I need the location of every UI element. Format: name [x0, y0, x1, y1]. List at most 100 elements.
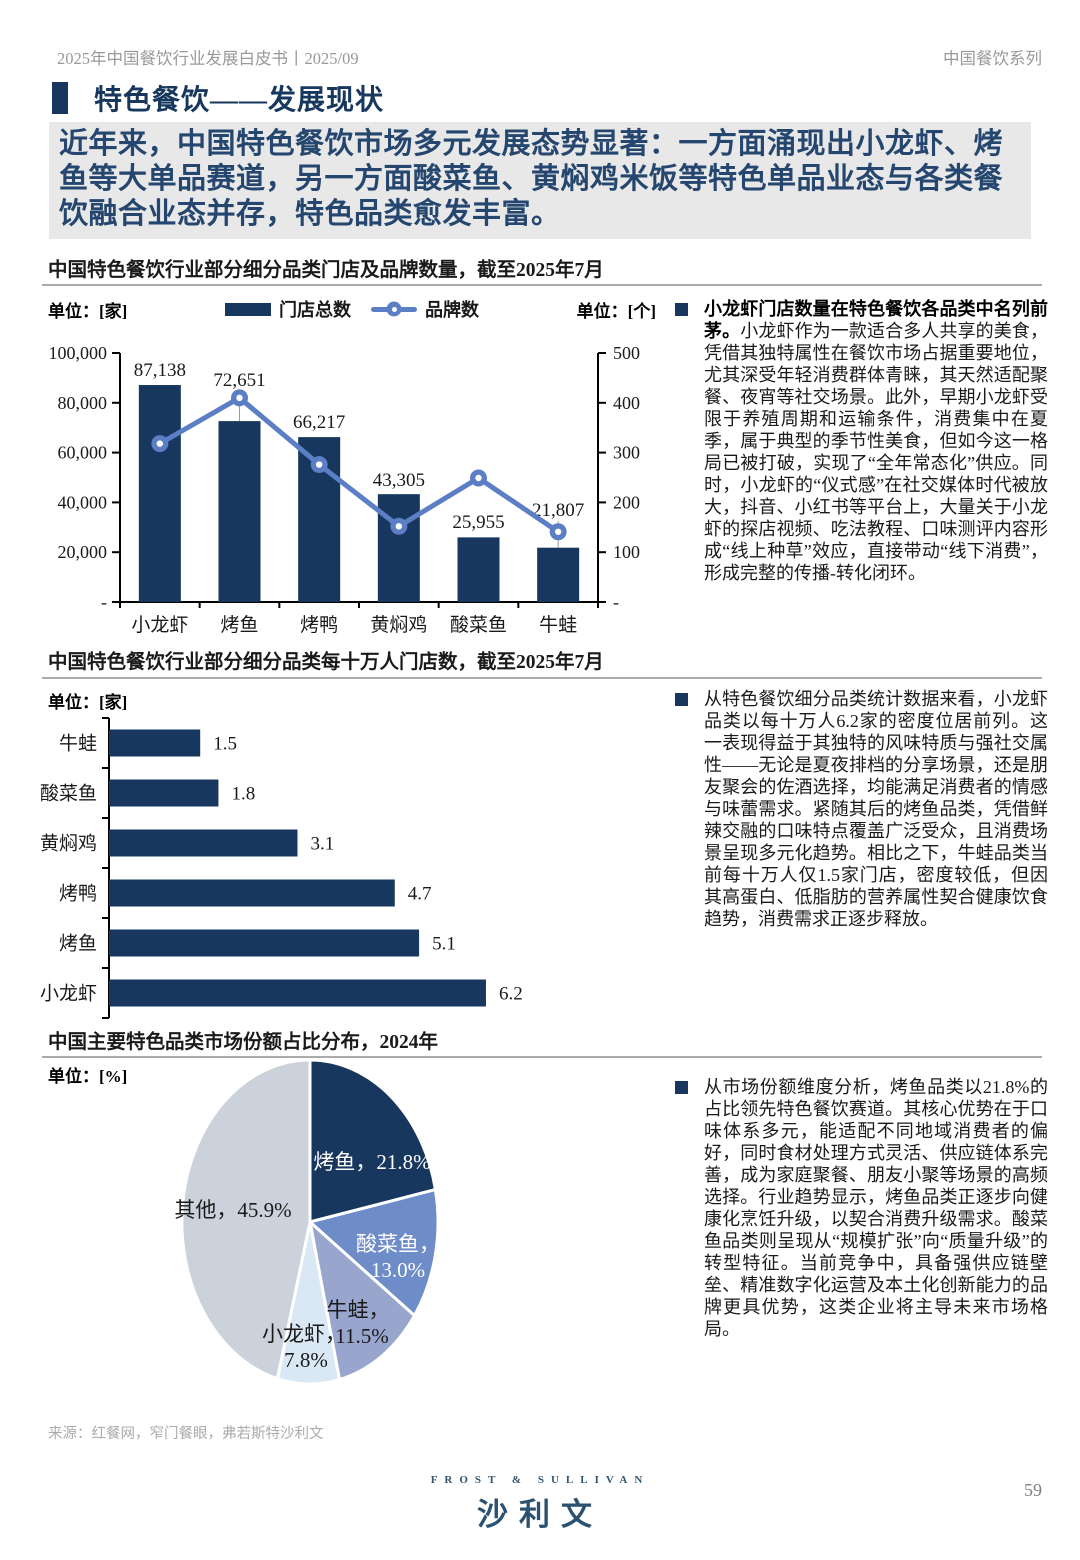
section-title-row: 特色餐饮——发展现状: [52, 78, 384, 118]
hbar-酸菜鱼: [109, 779, 219, 807]
chart1-title: 中国特色餐饮行业部分细分品类门店及品牌数量，截至2025年7月: [48, 260, 604, 281]
chart1-legend: 门店总数 品牌数: [225, 296, 479, 322]
pie-slice-烤鱼: [308, 1058, 437, 1224]
bar-value-label: 3.1: [310, 834, 334, 855]
logo-cn-text: 沙利文: [477, 1497, 603, 1532]
logo-en-text: FROST & SULLIVAN: [430, 1474, 650, 1486]
category-label: 烤鱼: [220, 614, 258, 636]
category-label: 牛蛙: [539, 614, 577, 636]
legend-line-label: 品牌数: [425, 300, 479, 320]
bullet-text: 小龙虾门店数量在特色餐饮各品类中名列前茅。小龙虾作为一款适合多人共享的美食，凭借…: [704, 298, 1048, 584]
bar-value-label: 1.5: [213, 734, 237, 755]
source-note: 来源：红餐网，窄门餐眼，弗若斯特沙利文: [48, 1426, 324, 1442]
chart3-unit: 单位：[%]: [48, 1067, 128, 1086]
left-axis-tick: -: [101, 592, 107, 612]
category-label: 烤鸭: [300, 614, 338, 636]
bullet-body: 小龙虾作为一款适合多人共享的美食，凭借其独特属性在餐饮市场占据重要地位，尤其深受…: [704, 321, 1049, 583]
bullet-item: 小龙虾门店数量在特色餐饮各品类中名列前茅。小龙虾作为一款适合多人共享的美食，凭借…: [675, 298, 1048, 584]
bullet-square-icon: [675, 693, 688, 706]
legend-line-swatch-icon: [371, 301, 417, 317]
left-axis-tick: 40,000: [58, 492, 108, 512]
hbar-烤鸭: [109, 879, 395, 907]
pie-label: 其他，45.9%: [174, 1198, 291, 1222]
category-label: 酸菜鱼: [450, 614, 507, 636]
category-label: 黄焖鸡: [40, 833, 97, 855]
brand-count-line: [157, 395, 561, 535]
line-marker-center: [315, 461, 323, 468]
legend-bar-swatch-icon: [225, 302, 271, 316]
bullet-lead: 小龙虾门店数量在特色餐饮各品类中名列前茅。: [704, 299, 1048, 341]
pie-label: 小龙虾，: [262, 1322, 346, 1346]
hbar-黄焖鸡: [109, 829, 298, 857]
category-label: 黄焖鸡: [370, 614, 427, 636]
category-label: 酸菜鱼: [40, 783, 97, 805]
hbar-牛蛙: [109, 729, 201, 757]
left-axis-tick: 80,000: [58, 393, 108, 413]
title-square-icon: [52, 82, 68, 114]
bullet-body: 从特色餐饮细分品类统计数据来看，小龙虾品类以每十万人6.2家的密度位居前列。这一…: [704, 689, 1048, 929]
hbar-小龙虾: [109, 979, 486, 1007]
category-label: 小龙虾: [131, 614, 188, 636]
right-axis-tick: 200: [613, 492, 640, 512]
chart2-title: 中国特色餐饮行业部分细分品类每十万人门店数，截至2025年7月: [48, 652, 604, 673]
bullet-item: 从特色餐饮细分品类统计数据来看，小龙虾品类以每十万人6.2家的密度位居前列。这一…: [675, 688, 1048, 930]
bar-value-label: 4.7: [408, 884, 432, 905]
document-header-left: 2025年中国餐饮行业发展白皮书丨2025/09: [57, 49, 359, 68]
page-number: 59: [1024, 1480, 1042, 1500]
chart1-units-row: 单位：[家] 门店总数 品牌数 单位：[个]: [48, 296, 656, 322]
bar-value-label: 21,807: [532, 500, 584, 521]
bar-value-label: 43,305: [373, 470, 425, 491]
right-axis-tick: 500: [613, 343, 640, 363]
combo-chart: 100,000 80,000 60,000 40,000 20,000 - 500 400 30…: [49, 343, 641, 636]
section-divider: [42, 677, 1042, 679]
pie-label: 烤鱼，21.8%: [313, 1150, 430, 1174]
bullet-text: 从市场份额维度分析，烤鱼品类以21.8%的占比领先特色餐饮赛道。其核心优势在于口…: [704, 1076, 1048, 1340]
left-axis-tick: 20,000: [58, 542, 108, 562]
bar-value-label: 87,138: [134, 360, 186, 381]
bar-value-label: 1.8: [231, 784, 255, 805]
category-label: 烤鸭: [59, 883, 97, 905]
pie-label: 11.5%: [335, 1324, 388, 1348]
document-header-right: 中国餐饮系列: [943, 49, 1042, 68]
bar-酸菜鱼: [457, 537, 500, 602]
line-marker-center: [395, 523, 403, 530]
bullet-text: 从特色餐饮细分品类统计数据来看，小龙虾品类以每十万人6.2家的密度位居前列。这一…: [704, 688, 1048, 930]
line-marker-center: [475, 474, 482, 482]
pie-label: 13.0%: [371, 1258, 425, 1282]
category-label: 烤鱼: [59, 933, 97, 955]
right-axis-tick: -: [613, 592, 619, 612]
page-title: 特色餐饮——发展现状: [94, 85, 385, 116]
bar-value-label: 6.2: [499, 984, 523, 1005]
pie-slice-酸菜鱼: [308, 1188, 440, 1318]
bar-牛蛙: [537, 547, 580, 602]
pie-label: 酸菜鱼，: [356, 1232, 440, 1256]
bar-小龙虾: [138, 385, 181, 602]
pie-label: 7.8%: [284, 1348, 328, 1372]
hbar-烤鱼: [109, 929, 420, 957]
bar-value-label: 5.1: [432, 934, 456, 955]
line-marker-center: [236, 394, 243, 402]
legend-line-marker-icon: [386, 301, 402, 317]
bar-烤鱼: [218, 421, 261, 602]
left-axis-tick: 60,000: [58, 443, 108, 463]
chart1-unit-right: 单位：[个]: [576, 301, 656, 321]
frost-sullivan-logo: FROST & SULLIVAN 沙利文: [0, 1474, 1080, 1534]
chart2-unit: 单位：[家]: [48, 693, 128, 712]
bullet-square-icon: [675, 1081, 688, 1094]
bar-黄焖鸡: [377, 494, 420, 602]
right-axis-tick: 300: [613, 443, 640, 463]
bar-value-label: 25,955: [452, 512, 504, 533]
horizontal-bar-chart: 牛蛙 1.5 酸菜鱼 1.8 黄焖鸡 3.1 烤鸭 4.7 烤鱼 5.1 小龙虾 6.2: [40, 717, 523, 1019]
bullet-square-icon: [675, 303, 688, 316]
pie-slice-其他: [180, 1058, 312, 1381]
bar-value-label: 66,217: [293, 412, 345, 433]
line-marker-center: [554, 528, 562, 535]
bullet-body: 从市场份额维度分析，烤鱼品类以21.8%的占比领先特色餐饮赛道。其核心优势在于口…: [704, 1077, 1048, 1339]
category-label: 小龙虾: [40, 983, 97, 1005]
category-label: 牛蛙: [59, 733, 97, 755]
line-marker-center: [156, 440, 164, 447]
bar-value-label: 72,651: [213, 370, 265, 391]
section-divider: [42, 284, 1042, 286]
pie-chart: 烤鱼，21.8% 酸菜鱼，13.0% 牛蛙，11.5%小龙虾，7.8% 其他，45.9…: [174, 1058, 440, 1386]
